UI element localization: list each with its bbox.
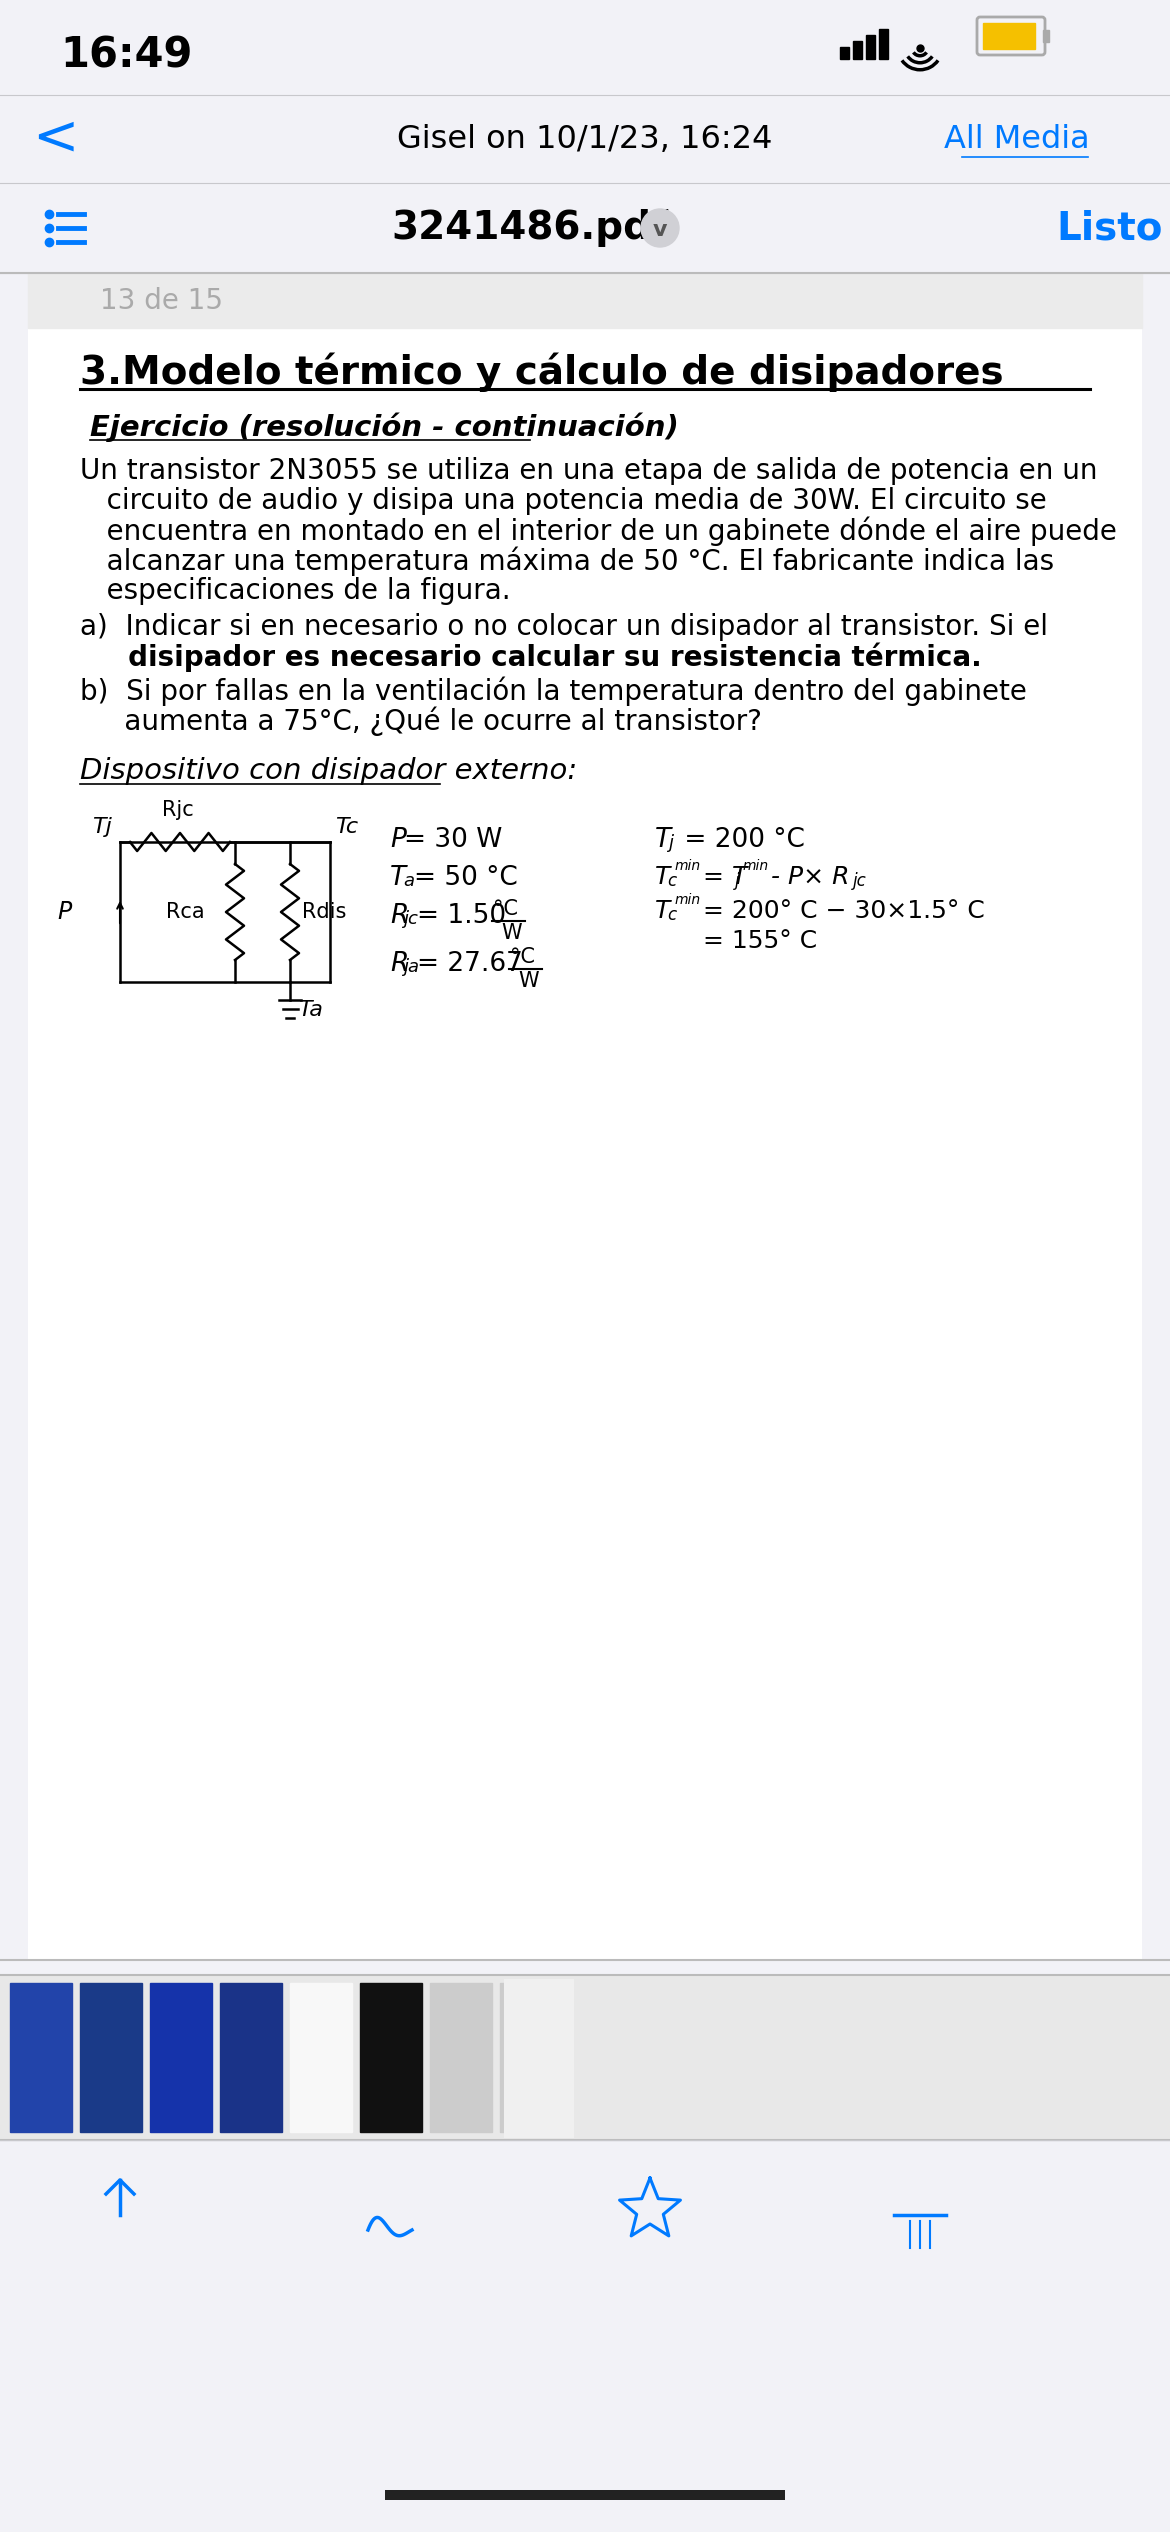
Text: ja: ja <box>402 957 419 975</box>
Text: 13 de 15: 13 de 15 <box>99 286 223 314</box>
Text: jc: jc <box>853 871 867 891</box>
Text: a)  Indicar si en necesario o no colocar un disipador al transistor. Si el: a) Indicar si en necesario o no colocar … <box>80 613 1048 641</box>
Bar <box>70 289 88 314</box>
Text: min: min <box>675 894 701 906</box>
Bar <box>80 1983 142 2132</box>
Text: min: min <box>675 858 701 874</box>
Text: Rjc: Rjc <box>163 800 194 820</box>
Bar <box>290 1983 352 2132</box>
Bar <box>150 1983 212 2132</box>
Text: T: T <box>655 866 670 889</box>
Text: 3.Modelo térmico y cálculo de disipadores: 3.Modelo térmico y cálculo de disipadore… <box>80 352 1004 392</box>
Bar <box>0 182 1170 273</box>
Bar <box>899 2216 942 2253</box>
Bar <box>866 35 875 58</box>
Bar <box>28 273 1142 329</box>
Text: °C: °C <box>493 899 518 919</box>
Text: R: R <box>390 904 408 929</box>
Text: encuentra en montado en el interior de un gabinete dónde el aire puede: encuentra en montado en el interior de u… <box>80 517 1117 547</box>
Bar <box>360 1983 422 2132</box>
Text: Listo: Listo <box>1057 210 1163 248</box>
Text: T: T <box>655 899 670 924</box>
Text: j: j <box>735 871 739 891</box>
Bar <box>879 28 888 58</box>
Text: - P× R: - P× R <box>771 866 849 889</box>
Text: alcanzar una temperatura máxima de 50 °C. El fabricante indica las: alcanzar una temperatura máxima de 50 °C… <box>80 547 1054 577</box>
Bar <box>0 1975 1170 2140</box>
Bar <box>11 1983 73 2132</box>
Text: especificaciones de la figura.: especificaciones de la figura. <box>80 577 510 605</box>
Bar <box>505 1980 573 2137</box>
Bar <box>1042 30 1049 43</box>
Bar <box>385 2489 785 2499</box>
Text: °C: °C <box>510 947 535 967</box>
Circle shape <box>641 210 679 248</box>
Text: T: T <box>655 828 672 853</box>
Text: <: < <box>32 111 78 167</box>
Text: c: c <box>667 871 676 891</box>
Text: aumenta a 75°C, ¿Qué le ocurre al transistor?: aumenta a 75°C, ¿Qué le ocurre al transi… <box>80 706 762 737</box>
Text: Tj: Tj <box>92 818 112 838</box>
Text: All Media: All Media <box>944 124 1090 154</box>
Text: 16:49: 16:49 <box>60 33 192 76</box>
Text: Gisel on 10/1/23, 16:24: Gisel on 10/1/23, 16:24 <box>398 124 772 154</box>
Bar <box>0 96 1170 182</box>
Text: Tc: Tc <box>335 818 358 838</box>
Text: Rca: Rca <box>166 901 205 922</box>
Text: = T: = T <box>703 866 748 889</box>
Bar <box>0 2140 1170 2405</box>
Bar <box>908 2203 932 2216</box>
Text: a: a <box>402 871 414 891</box>
Text: = 200 °C: = 200 °C <box>676 828 805 853</box>
Text: Dispositivo con disipador externo:: Dispositivo con disipador externo: <box>80 757 577 785</box>
Bar <box>840 48 849 58</box>
Text: = 200° C − 30×1.5° C: = 200° C − 30×1.5° C <box>703 899 985 924</box>
Text: W: W <box>518 970 538 990</box>
Text: P: P <box>57 899 73 924</box>
Text: R: R <box>390 952 408 977</box>
Text: Rdis: Rdis <box>302 901 346 922</box>
Bar <box>431 1983 493 2132</box>
Bar <box>220 1983 282 2132</box>
Text: jc: jc <box>402 909 418 929</box>
Text: T: T <box>390 866 406 891</box>
Text: Un transistor 2N3055 se utiliza en una etapa de salida de potencia en un: Un transistor 2N3055 se utiliza en una e… <box>80 456 1097 486</box>
Bar <box>28 273 1142 1960</box>
Bar <box>0 0 1170 96</box>
Text: v: v <box>653 220 667 241</box>
Text: c: c <box>667 906 676 924</box>
Text: Ta: Ta <box>298 1000 323 1020</box>
Text: W: W <box>501 924 522 942</box>
Text: = 155° C: = 155° C <box>703 929 817 952</box>
Text: circuito de audio y disipa una potencia media de 30W. El circuito se: circuito de audio y disipa una potencia … <box>80 486 1047 514</box>
Text: P: P <box>390 828 406 853</box>
Bar <box>853 41 862 58</box>
Bar <box>983 23 1035 48</box>
Text: Ejercicio (resolución - continuación): Ejercicio (resolución - continuación) <box>90 413 679 443</box>
Bar <box>510 1983 572 2132</box>
Bar <box>500 1983 562 2132</box>
Text: disipador es necesario calcular su resistencia térmica.: disipador es necesario calcular su resis… <box>80 643 982 674</box>
Bar <box>75 294 92 319</box>
Bar <box>94 2216 146 2253</box>
Text: 3241486.pdf: 3241486.pdf <box>392 210 668 248</box>
Text: = 30 W: = 30 W <box>404 828 502 853</box>
Text: min: min <box>743 858 769 874</box>
Text: = 50 °C: = 50 °C <box>414 866 518 891</box>
Text: = 27.67: = 27.67 <box>417 952 523 977</box>
Text: j: j <box>668 833 673 851</box>
Text: = 1.50: = 1.50 <box>417 904 507 929</box>
Text: b)  Si por fallas en la ventilación la temperatura dentro del gabinete: b) Si por fallas en la ventilación la te… <box>80 676 1027 706</box>
